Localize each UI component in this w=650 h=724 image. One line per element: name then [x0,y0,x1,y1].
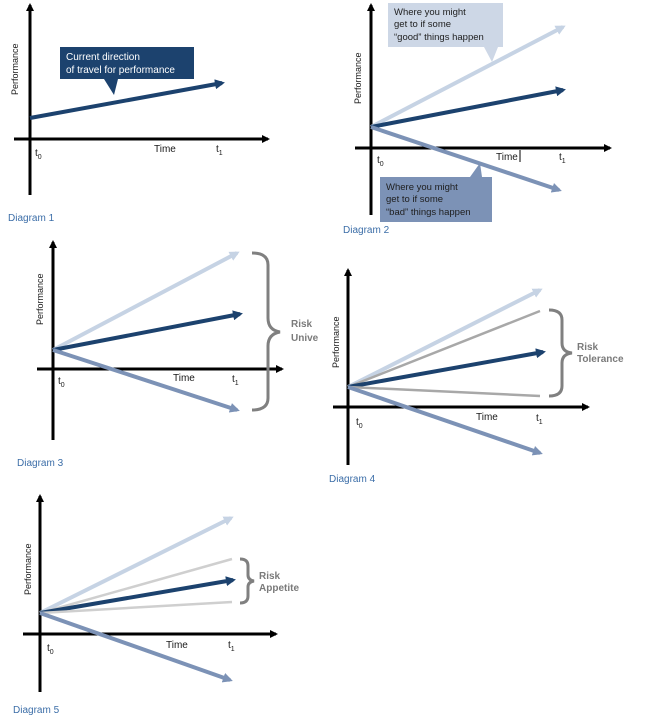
good-arrow [52,251,240,352]
y-axis-label: Performance [353,52,363,104]
t0-label: t0 [377,155,384,168]
bad-arrow [347,385,543,456]
y-axis-label: Performance [23,543,33,595]
appetite-upper-line [39,557,233,615]
diagram-1-caption: Diagram 1 [8,213,55,224]
diagram-2: Performance Time t0 t1 Where you might g… [343,3,612,236]
bracket-label-1: Risk [259,571,281,582]
good-callout-line-1: Where you might [394,7,466,18]
appetite-lower-line [39,600,233,615]
risk-appetite-bracket [239,557,255,605]
bad-callout-line-2: get to if some [386,194,443,205]
tolerance-upper-line [347,309,541,389]
current-direction-arrow [29,79,225,120]
bracket-label-1: Risk [291,319,313,330]
x-axis-label: Time [166,640,188,651]
x-axis-label: Time [476,412,498,423]
current-arrow [39,576,236,615]
diagram-5-caption: Diagram 5 [13,705,60,716]
bracket-label-2: Unive [291,333,319,344]
good-callout-line-2: get to if some [394,19,451,30]
diagram-4: Performance Time t0 t1 Risk Tolerance Di… [329,268,624,485]
diagram-2-caption: Diagram 2 [343,225,390,236]
t0-label: t0 [58,376,65,389]
bracket-label-2: Tolerance [577,354,624,365]
bracket-label-2: Appetite [259,583,299,594]
y-axis-label: Performance [35,273,45,325]
diagram-1: Performance Time t0 t1 Current direction… [8,3,270,224]
bad-callout: Where you might get to if some “bad” thi… [380,163,492,222]
t0-label: t0 [35,148,42,161]
good-callout: Where you might get to if some “good” th… [388,3,503,62]
current-arrow [370,86,566,129]
good-arrow [370,25,566,129]
t0-label: t0 [47,643,54,656]
diagram-4-caption: Diagram 4 [329,474,376,485]
bracket-label-1: Risk [577,342,599,353]
risk-tolerance-bracket [548,308,573,398]
diagram-3-caption: Diagram 3 [17,458,64,469]
t1-label: t1 [536,413,543,426]
diagram-5: Performance Time t0 t1 Risk Appetite Dia… [13,494,299,716]
risk-universe-bracket [251,251,281,412]
t1-label: t1 [216,144,223,157]
y-axis-label: Performance [331,316,341,368]
x-axis-label: Time [173,373,195,384]
tolerance-lower-line [347,385,541,398]
bad-arrow [39,611,233,683]
bad-callout-line-1: Where you might [386,182,458,193]
t1-label: t1 [228,640,235,653]
diagram-3: Performance Time t0 t1 Risk Unive Diagra… [17,240,319,469]
t1-label: t1 [232,374,239,387]
callout-line-1: Current direction [66,52,140,63]
bad-arrow [370,125,562,193]
t1-label: t1 [559,152,566,165]
y-axis-label: Performance [10,43,20,95]
current-direction-callout: Current direction of travel for performa… [60,47,194,95]
good-callout-line-3: “good” things happen [394,32,484,43]
good-arrow [347,288,543,389]
callout-line-2: of travel for performance [66,65,175,76]
bad-arrow [52,348,240,413]
x-axis-label: Time [496,152,518,163]
bad-callout-line-3: “bad” things happen [386,207,471,218]
good-arrow [39,516,234,615]
t0-label: t0 [356,417,363,430]
current-arrow [347,348,546,389]
current-arrow [52,310,243,352]
x-axis-label: Time [154,144,176,155]
